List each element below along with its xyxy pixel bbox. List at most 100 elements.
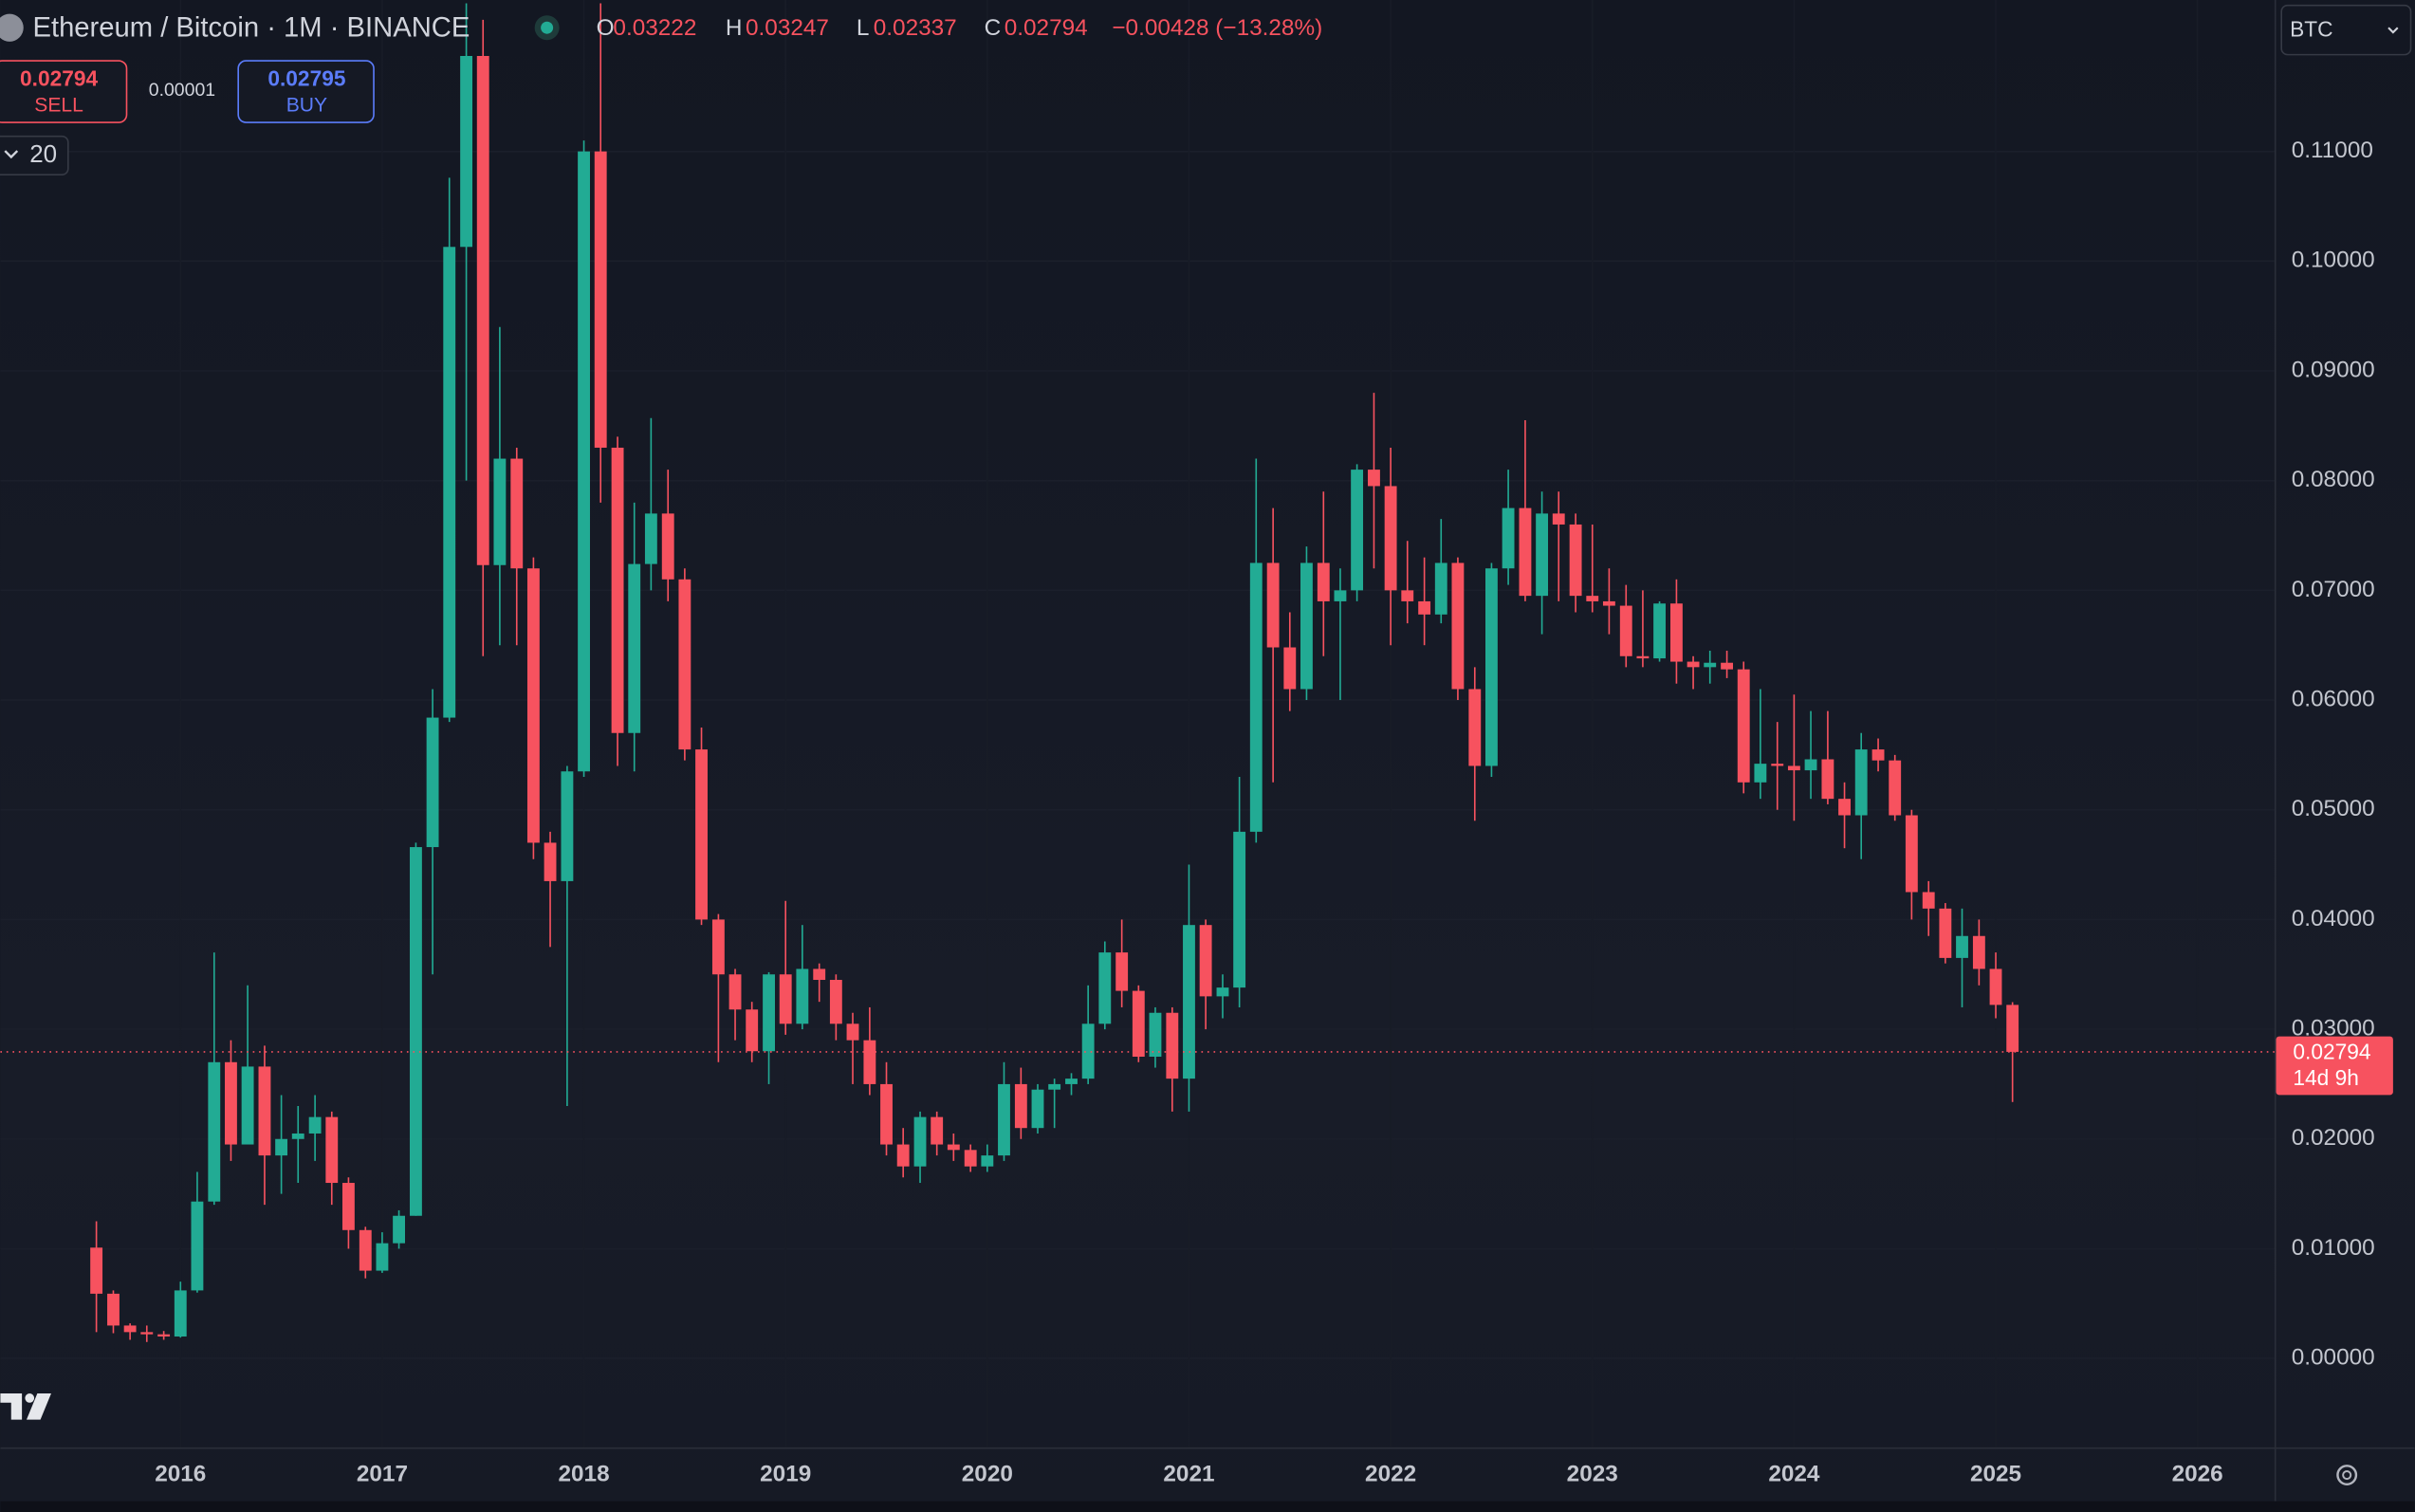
candle-body — [1468, 689, 1482, 766]
candle-body — [1451, 562, 1465, 690]
tradingview-logo[interactable] — [0, 1393, 51, 1420]
candle-body — [1081, 1023, 1095, 1079]
candle-body — [746, 1009, 759, 1052]
candle-body — [1704, 662, 1717, 668]
plot-area — [0, 3, 2275, 1342]
change: −0.00428 (−13.28%) — [1112, 15, 1322, 41]
candle-body — [1586, 596, 1599, 601]
ohlc-value: 0.02337 — [874, 15, 957, 41]
candle-body — [191, 1201, 204, 1291]
candle-body — [1854, 749, 1868, 816]
candle-body — [829, 980, 842, 1024]
candle-body — [1669, 603, 1683, 662]
sell-price: 0.02794 — [20, 65, 98, 90]
x-tick-label: 2018 — [558, 1461, 609, 1486]
ohlc-label: C — [985, 15, 1002, 41]
y-tick-label: 0.02000 — [2292, 1125, 2375, 1151]
sell-button[interactable] — [0, 60, 128, 123]
candle-body — [1351, 470, 1364, 591]
candle-body — [728, 974, 742, 1010]
candle-body — [1737, 669, 1750, 783]
candle-body — [308, 1116, 322, 1134]
market-status-dot — [541, 21, 554, 34]
candle-body — [1166, 1012, 1179, 1079]
ohlc-value: 0.02794 — [1005, 15, 1088, 41]
candle-body — [1199, 925, 1212, 997]
candle-body — [1065, 1079, 1078, 1084]
ohlc-value: 0.03222 — [613, 15, 696, 41]
y-tick-label: 0.07000 — [2292, 577, 2375, 602]
overlay: 0.000000.010000.020000.030000.040000.050… — [155, 138, 2393, 1486]
candle-body — [947, 1144, 960, 1151]
y-tick-label: 0.10000 — [2292, 248, 2375, 273]
candle-body — [1334, 590, 1347, 601]
chevron-icon — [2387, 27, 2399, 34]
candle-body — [611, 447, 624, 733]
candle-body — [1653, 603, 1666, 659]
candle-body — [1552, 513, 1565, 525]
y-tick-label: 0.08000 — [2292, 467, 2375, 492]
candle-body — [763, 974, 775, 1052]
candle-body — [931, 1116, 944, 1145]
candle-body — [341, 1183, 355, 1230]
candle-body — [376, 1243, 389, 1271]
candle-body — [1014, 1083, 1027, 1129]
candle-body — [1721, 662, 1734, 670]
candle-body — [1804, 759, 1817, 771]
candle-body — [896, 1144, 910, 1167]
x-tick-label: 2016 — [155, 1461, 206, 1486]
candle-body — [1787, 765, 1800, 771]
candle-body — [241, 1066, 254, 1145]
candle-body — [1871, 749, 1885, 761]
y-tick-label: 0.09000 — [2292, 357, 2375, 382]
tradingview-logo — [25, 1393, 35, 1403]
candle-body — [460, 55, 473, 248]
bottom-strip — [0, 1501, 2415, 1512]
y-tick-label: 0.11000 — [2292, 138, 2373, 163]
candle-body — [90, 1247, 103, 1294]
settings-icon[interactable] — [2336, 1465, 2358, 1485]
candle-body — [863, 1040, 876, 1084]
candle-body — [275, 1138, 288, 1156]
candle-body — [225, 1061, 237, 1145]
candle-body — [1216, 987, 1229, 997]
candle-body — [140, 1332, 154, 1335]
x-tick-label: 2025 — [1970, 1461, 2021, 1486]
chevron-icon — [4, 150, 19, 159]
candle-body — [1771, 764, 1784, 766]
symbol-title[interactable]: Ethereum / Bitcoin · 1M · BINANCE — [32, 13, 470, 44]
ohlc-value: 0.03247 — [746, 15, 829, 41]
candle-body — [410, 847, 422, 1216]
candle-body — [796, 968, 809, 1024]
x-tick-label: 2022 — [1365, 1461, 1416, 1486]
candle-body — [661, 513, 674, 580]
indicators-toggle[interactable] — [0, 135, 69, 176]
candle-body — [107, 1293, 120, 1326]
candle-body — [913, 1116, 927, 1167]
candle-body — [544, 842, 557, 881]
candle-body — [813, 968, 826, 981]
candle-body — [291, 1133, 304, 1139]
buy-button[interactable] — [237, 60, 375, 123]
candle-body — [1384, 486, 1397, 591]
x-tick-label: 2021 — [1163, 1461, 1214, 1486]
y-tick-label: 0.00000 — [2292, 1345, 2375, 1371]
candle-body — [1956, 935, 1968, 958]
candle-body — [846, 1023, 859, 1041]
x-tick-label: 2024 — [1768, 1461, 1820, 1486]
candle-body — [1132, 990, 1145, 1058]
candle-body — [1434, 562, 1447, 615]
y-tick-label: 0.05000 — [2292, 796, 2375, 821]
candle-body — [1300, 562, 1313, 690]
candle-body — [1317, 562, 1330, 601]
candle-body — [628, 563, 641, 733]
candle-body — [1233, 831, 1246, 988]
candle-body — [695, 749, 708, 920]
candle-body — [1519, 507, 1532, 597]
candle-body — [443, 247, 456, 718]
candle-body — [510, 458, 524, 569]
currency-select[interactable] — [2280, 4, 2412, 56]
candle-body — [880, 1083, 893, 1145]
